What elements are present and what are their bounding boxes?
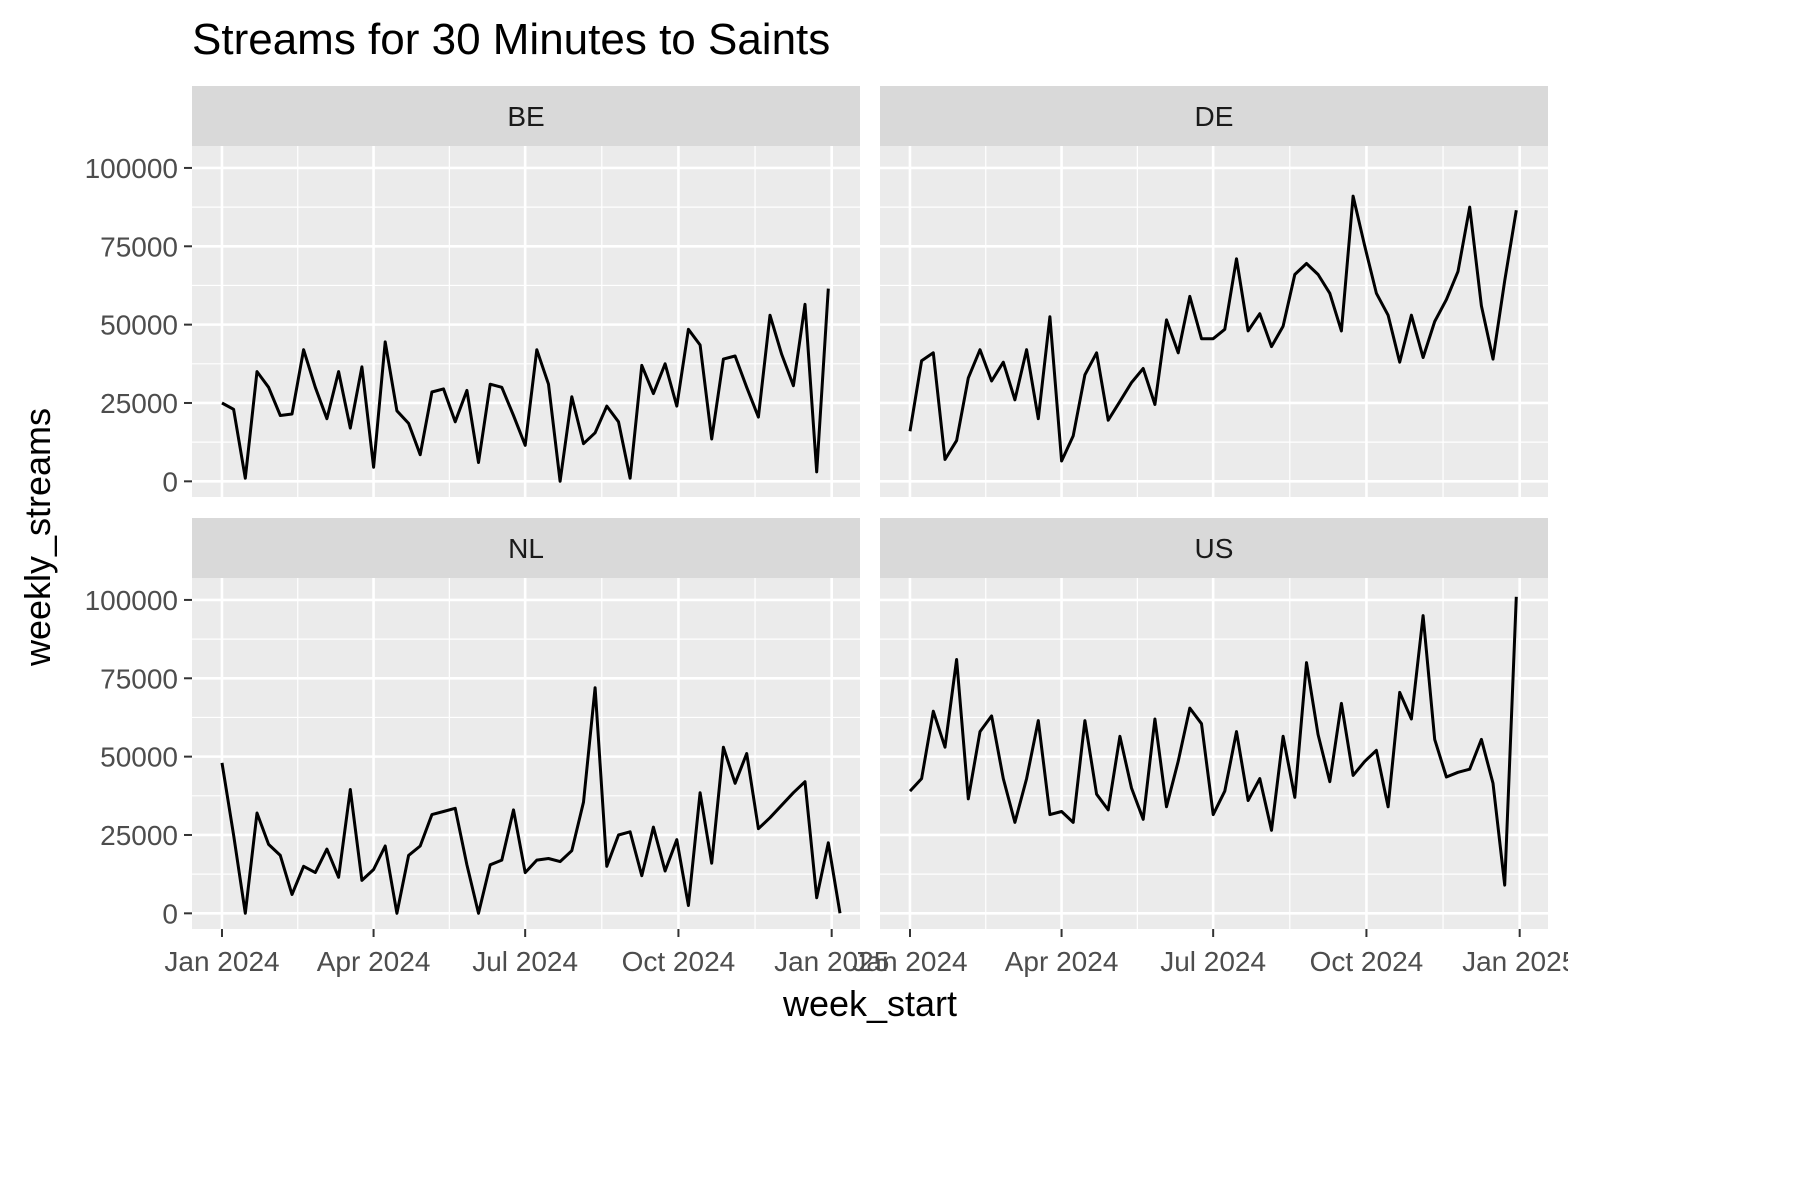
facet-label-de: DE bbox=[1195, 101, 1234, 132]
y-tick-label: 75000 bbox=[100, 663, 178, 694]
facet-strip-de bbox=[880, 86, 1548, 146]
facet-label-be: BE bbox=[507, 101, 544, 132]
facet-strip-be bbox=[192, 86, 860, 146]
x-tick-label: Apr 2024 bbox=[1005, 946, 1119, 977]
facet-panel-be: BE 0 25000 50000 75000 100000 bbox=[85, 86, 860, 497]
x-tick-label: Oct 2024 bbox=[1310, 946, 1424, 977]
x-tick-label: Jul 2024 bbox=[472, 946, 578, 977]
y-tick-label: 0 bbox=[162, 898, 178, 929]
facet-strip-us bbox=[880, 518, 1548, 578]
series-line-nl bbox=[220, 686, 842, 915]
x-tick-label: Jan 2024 bbox=[852, 946, 967, 977]
y-tick-label: 0 bbox=[162, 466, 178, 497]
y-tick-label: 100000 bbox=[85, 153, 178, 184]
facet-panels: BE 0 25000 50000 75000 100000 DE NL 0 25000 50000 7… bbox=[85, 86, 1568, 977]
y-tick-label: 75000 bbox=[100, 231, 178, 262]
facet-panel-de: DE bbox=[880, 86, 1548, 497]
y-tick-label: 25000 bbox=[100, 388, 178, 419]
facet-panel-us: US Jan 2024 Apr 2024 Jul 2024 Oct 2024 Jan 20… bbox=[852, 518, 1568, 977]
x-tick-label: Jan 2025 bbox=[1462, 946, 1568, 977]
y-tick-label: 100000 bbox=[85, 585, 178, 616]
y-axis-title: weekly_streams bbox=[17, 408, 58, 667]
y-tick-label: 50000 bbox=[100, 742, 178, 773]
facet-panel-nl: NL 0 25000 50000 75000 100000 Jan 2024 Apr 2024… bbox=[85, 518, 889, 977]
x-tick-label: Oct 2024 bbox=[622, 946, 736, 977]
x-tick-label: Jul 2024 bbox=[1160, 946, 1266, 977]
series-line-de bbox=[908, 194, 1518, 463]
x-tick-label: Jan 2024 bbox=[164, 946, 279, 977]
series-line-be bbox=[221, 288, 830, 483]
x-tick-label: Apr 2024 bbox=[317, 946, 431, 977]
series-line-us bbox=[908, 596, 1518, 887]
chart-title: Streams for 30 Minutes to Saints bbox=[192, 15, 830, 64]
faceted-line-chart: Streams for 30 Minutes to Saints week_st… bbox=[17, 15, 1568, 1024]
x-tick-label: Jan 2025 bbox=[774, 946, 889, 977]
y-tick-label: 25000 bbox=[100, 820, 178, 851]
facet-label-us: US bbox=[1195, 533, 1234, 564]
facet-strip-nl bbox=[192, 518, 860, 578]
facet-label-nl: NL bbox=[508, 533, 544, 564]
y-tick-label: 50000 bbox=[100, 310, 178, 341]
x-axis-title: week_start bbox=[782, 983, 957, 1024]
